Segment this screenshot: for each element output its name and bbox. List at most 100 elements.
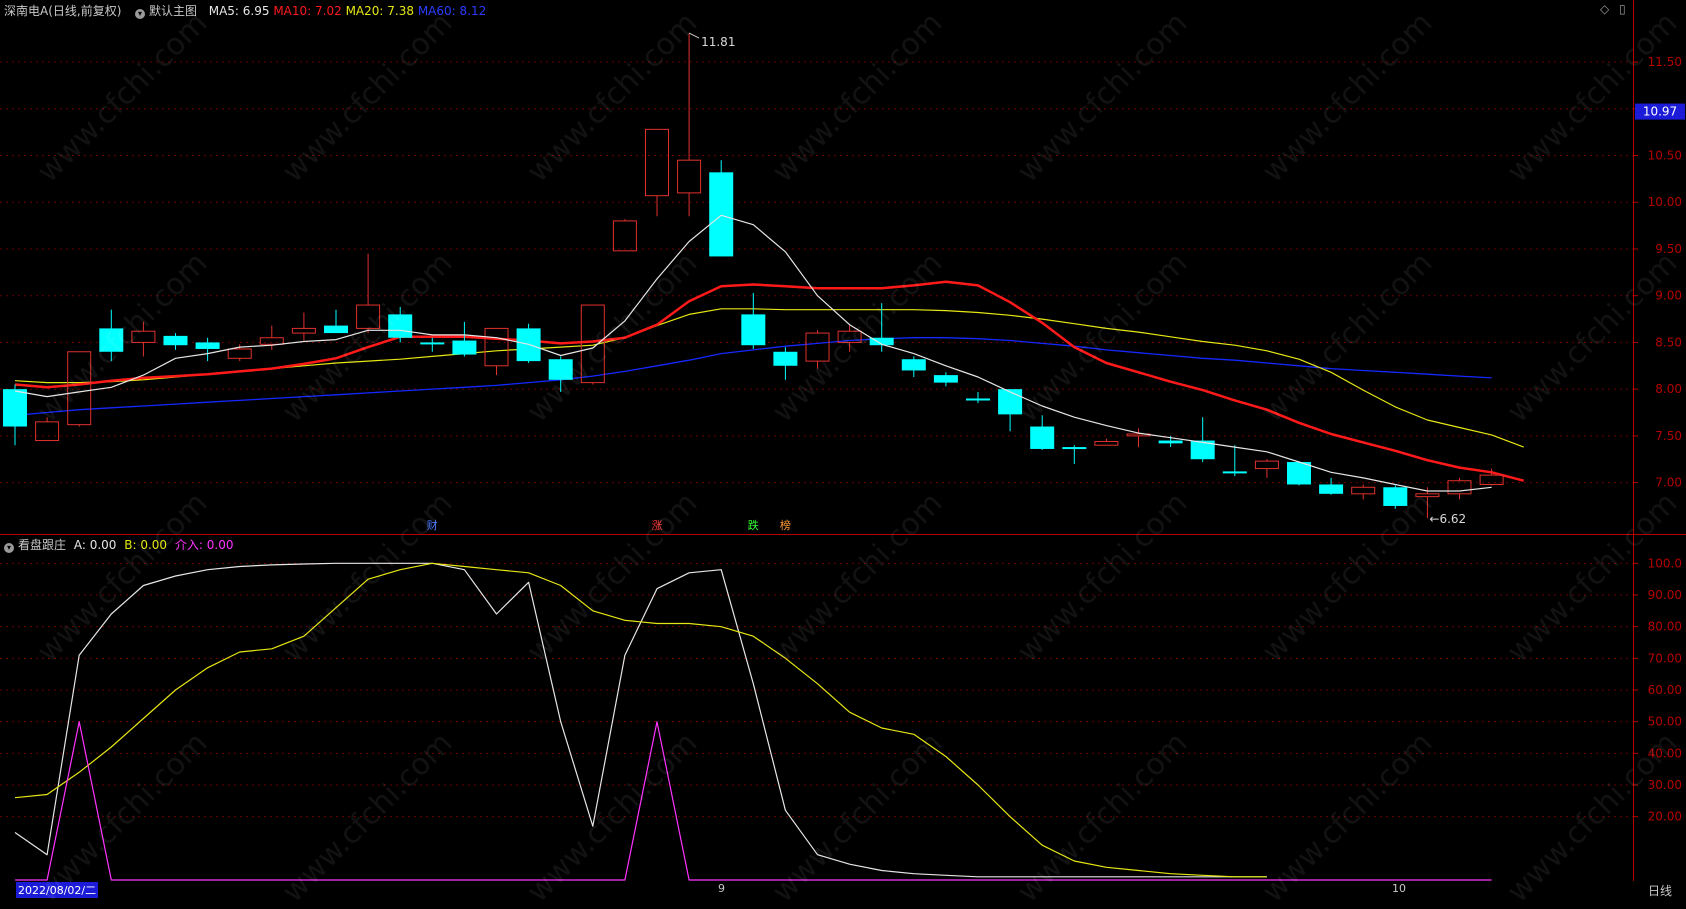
candle-body [1222, 471, 1247, 474]
candle [548, 356, 573, 392]
candle [291, 312, 316, 341]
candle-body [1319, 484, 1344, 494]
candle-body [3, 389, 27, 427]
candle-body [580, 304, 605, 384]
y-tick-label: 11.50 [1648, 55, 1682, 69]
restore-icon[interactable]: ▯ [1619, 2, 1626, 16]
candle [998, 389, 1023, 432]
candle-body [677, 159, 702, 194]
candle-body [195, 342, 220, 349]
candle-body [901, 359, 926, 371]
y-tick-label: 7.00 [1655, 476, 1682, 490]
candle-body [1158, 440, 1183, 444]
candle-body [548, 359, 573, 380]
candle [195, 337, 220, 362]
period-tab[interactable]: 日线 [1648, 884, 1673, 898]
event-marker: 跌 [748, 518, 759, 532]
y-axis-labels: 7.007.508.008.509.009.5010.0010.5011.001… [1633, 55, 1685, 824]
chevron-down-icon[interactable]: ▾ [135, 9, 146, 19]
candle-body [805, 332, 830, 362]
candle-body [612, 220, 637, 252]
candle [516, 323, 541, 363]
indicator-c-label: 介入: 0.00 [174, 538, 234, 552]
candle [1222, 445, 1247, 477]
candle-body [773, 351, 798, 366]
ma20-line [14, 308, 1524, 448]
candle-body [1447, 480, 1472, 495]
candle [1254, 459, 1279, 478]
y-tick-label: 100.0 [1648, 556, 1682, 570]
y-tick-label: 20.00 [1648, 810, 1682, 824]
current-price-label: 10.97 [1643, 105, 1677, 119]
ma20-series [14, 308, 1524, 448]
candle [1351, 484, 1376, 500]
candle-body [388, 314, 413, 338]
ma10-series [14, 280, 1525, 482]
candle-body [1190, 440, 1215, 460]
event-marker: 财 [427, 518, 438, 532]
candle [773, 347, 798, 380]
candle [645, 128, 669, 217]
candle [612, 219, 637, 252]
candle [966, 391, 990, 404]
candle-body [998, 389, 1023, 415]
ma10-label: MA10: 7.02 [273, 4, 342, 18]
ma5-series [14, 214, 1492, 492]
candle-body [1287, 462, 1311, 485]
candle-body [1254, 460, 1279, 470]
candle-body [1094, 440, 1119, 446]
candle [1447, 477, 1472, 500]
diamond-icon[interactable]: ◇ [1600, 2, 1610, 16]
candle [324, 309, 348, 334]
event-marker: 榜 [780, 518, 791, 532]
candle [1030, 415, 1055, 450]
indicator-name[interactable]: 看盘跟庄 [18, 538, 67, 552]
y-tick-label: 60.00 [1648, 683, 1682, 697]
candle [1319, 477, 1344, 495]
y-tick-label: 70.00 [1648, 651, 1682, 665]
main-chart-label[interactable]: 默认主图 [149, 4, 198, 18]
window-controls: ◇ ▯ [1600, 2, 1626, 16]
ma60-line [14, 337, 1492, 416]
candle-body [709, 172, 734, 257]
candle-body [131, 330, 156, 343]
candle [677, 33, 702, 217]
candle-body [966, 398, 990, 401]
candle [388, 306, 413, 343]
candle-body [227, 348, 252, 359]
candle-body [1415, 493, 1440, 498]
chevron-down-icon[interactable]: ▾ [4, 543, 14, 553]
candles [3, 33, 1504, 519]
month-10-label: 10 [1392, 882, 1406, 895]
candle-body [1351, 486, 1376, 495]
candle-body [1383, 487, 1408, 506]
current-price-box [1635, 103, 1685, 120]
stock-title[interactable]: 深南电A(日线,前复权) [4, 4, 122, 18]
ma5-label: MA5: 6.95 [208, 4, 270, 18]
candle [3, 384, 27, 446]
candle-body [67, 351, 92, 426]
y-tick-label: 50.00 [1648, 715, 1682, 729]
candle-body [645, 128, 669, 197]
candle [709, 160, 734, 257]
candle-body [1030, 426, 1055, 449]
indicator-header: ▾ 看盘跟庄 A: 0.00 B: 0.00 介入: 0.00 [4, 536, 233, 553]
candle [484, 327, 509, 376]
y-tick-label: 10.50 [1648, 149, 1682, 163]
candle-body [452, 340, 477, 355]
candle [1190, 417, 1215, 463]
candle-body [420, 342, 445, 345]
price-annotations: 11.81 ←6.62 财 涨 跌 榜 [427, 32, 1466, 532]
candle [805, 330, 830, 369]
candle-body [291, 327, 316, 334]
candle [420, 337, 445, 352]
y-tick-label: 8.50 [1655, 335, 1682, 349]
candle [741, 292, 766, 349]
candle [452, 321, 477, 357]
candle [131, 321, 156, 357]
indicator-b-label: B: 0.00 [124, 538, 168, 552]
candle [580, 304, 605, 385]
candle-body [837, 330, 862, 343]
